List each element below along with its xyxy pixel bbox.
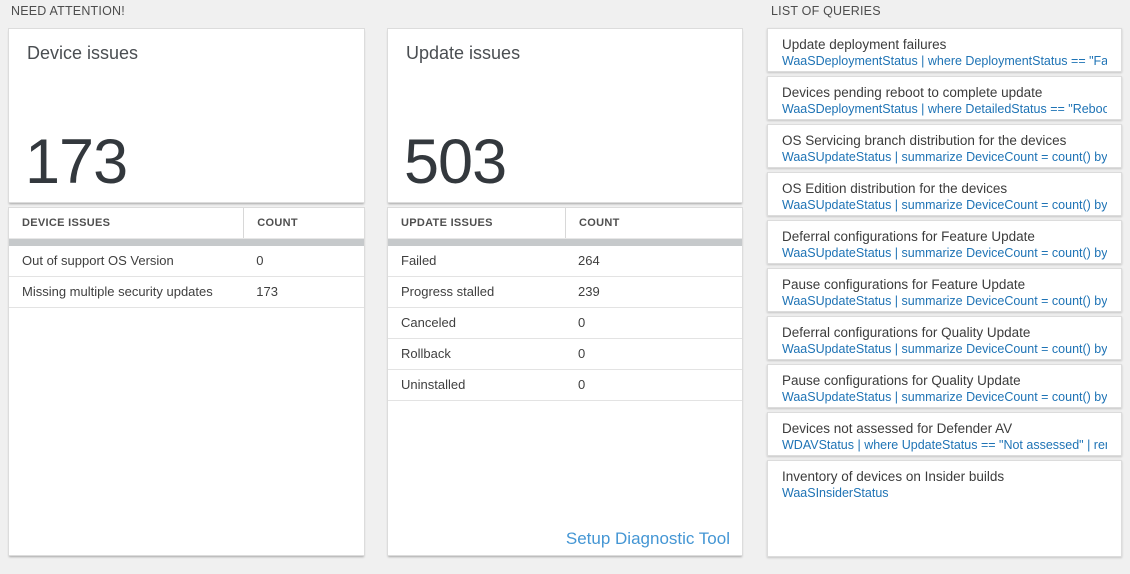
table-row[interactable]: Failed 264 — [388, 246, 742, 277]
query-item[interactable]: Devices not assessed for Defender AV WDA… — [767, 412, 1122, 456]
query-text[interactable]: WaaSInsiderStatus — [782, 486, 889, 500]
table-row[interactable]: Out of support OS Version 0 — [9, 246, 364, 277]
query-item[interactable]: OS Servicing branch distribution for the… — [767, 124, 1122, 168]
horizontal-scrollbar[interactable] — [388, 239, 742, 246]
row-label: Uninstalled — [401, 377, 466, 392]
table-row[interactable]: Uninstalled 0 — [388, 370, 742, 401]
table-row[interactable]: Canceled 0 — [388, 308, 742, 339]
row-count: 264 — [578, 253, 600, 268]
row-count: 0 — [578, 315, 586, 330]
setup-diagnostic-tool-link[interactable]: Setup Diagnostic Tool — [565, 529, 730, 548]
query-title: Pause configurations for Feature Update — [782, 277, 1026, 292]
query-item[interactable]: Inventory of devices on Insider builds W… — [767, 460, 1122, 557]
row-label: Missing multiple security updates — [22, 284, 213, 299]
device-issues-count: 173 — [25, 127, 128, 197]
device-issues-tile[interactable]: Device issues 173 — [8, 28, 365, 203]
query-item[interactable]: Pause configurations for Quality Update … — [767, 364, 1122, 408]
update-issues-title: Update issues — [406, 43, 521, 63]
query-title: Update deployment failures — [782, 37, 947, 52]
query-item[interactable]: Deferral configurations for Feature Upda… — [767, 220, 1122, 264]
query-item[interactable]: OS Edition distribution for the devices … — [767, 172, 1122, 216]
horizontal-scrollbar[interactable] — [9, 239, 364, 246]
device-issues-table: DEVICE ISSUES COUNT Out of support OS Ve… — [8, 207, 365, 556]
query-title: OS Servicing branch distribution for the… — [782, 133, 1067, 148]
list-of-queries-header: LIST OF QUERIES — [771, 4, 881, 18]
row-label: Canceled — [401, 315, 456, 330]
query-title: OS Edition distribution for the devices — [782, 181, 1008, 196]
query-text[interactable]: WaaSUpdateStatus | summarize DeviceCount… — [782, 198, 1107, 212]
count-column-header[interactable]: COUNT — [243, 208, 364, 238]
row-count: 0 — [256, 253, 264, 268]
query-item[interactable]: Devices pending reboot to complete updat… — [767, 76, 1122, 120]
query-title: Deferral configurations for Quality Upda… — [782, 325, 1031, 340]
row-count: 0 — [578, 346, 586, 361]
count-column-header[interactable]: COUNT — [565, 208, 742, 238]
query-title: Inventory of devices on Insider builds — [782, 469, 1005, 484]
row-label: Failed — [401, 253, 437, 268]
query-list: Update deployment failures WaaSDeploymen… — [767, 28, 1122, 557]
row-label: Progress stalled — [401, 284, 495, 299]
query-text[interactable]: WaaSUpdateStatus | summarize DeviceCount… — [782, 390, 1107, 404]
update-issues-column-header[interactable]: UPDATE ISSUES — [401, 217, 493, 229]
row-count: 0 — [578, 377, 586, 392]
device-table-header: DEVICE ISSUES COUNT — [9, 208, 364, 239]
query-text[interactable]: WaaSUpdateStatus | summarize DeviceCount… — [782, 150, 1107, 164]
row-count: 239 — [578, 284, 600, 299]
query-item[interactable]: Pause configurations for Feature Update … — [767, 268, 1122, 312]
need-attention-header: NEED ATTENTION! — [11, 4, 125, 18]
query-text[interactable]: WDAVStatus | where UpdateStatus == "Not … — [782, 438, 1107, 452]
device-issues-title: Device issues — [27, 43, 139, 63]
update-table-header: UPDATE ISSUES COUNT — [388, 208, 742, 239]
row-label: Rollback — [401, 346, 451, 361]
query-title: Pause configurations for Quality Update — [782, 373, 1021, 388]
update-issues-count: 503 — [404, 127, 507, 197]
query-text[interactable]: WaaSUpdateStatus | summarize DeviceCount… — [782, 246, 1107, 260]
table-row[interactable]: Missing multiple security updates 173 — [9, 277, 364, 308]
query-title: Devices not assessed for Defender AV — [782, 421, 1013, 436]
query-item[interactable]: Update deployment failures WaaSDeploymen… — [767, 28, 1122, 72]
row-label: Out of support OS Version — [22, 253, 174, 268]
query-text[interactable]: WaaSDeploymentStatus | where DetailedSta… — [782, 102, 1107, 116]
table-row[interactable]: Progress stalled 239 — [388, 277, 742, 308]
query-title: Deferral configurations for Feature Upda… — [782, 229, 1035, 244]
query-text[interactable]: WaaSUpdateStatus | summarize DeviceCount… — [782, 294, 1107, 308]
table-row[interactable]: Rollback 0 — [388, 339, 742, 370]
row-count: 173 — [256, 284, 278, 299]
query-title: Devices pending reboot to complete updat… — [782, 85, 1043, 100]
update-issues-table: UPDATE ISSUES COUNT Failed 264 Progress … — [387, 207, 743, 556]
query-text[interactable]: WaaSUpdateStatus | summarize DeviceCount… — [782, 342, 1107, 356]
device-issues-column-header[interactable]: DEVICE ISSUES — [22, 217, 111, 229]
query-item[interactable]: Deferral configurations for Quality Upda… — [767, 316, 1122, 360]
update-issues-tile[interactable]: Update issues 503 — [387, 28, 743, 203]
query-text[interactable]: WaaSDeploymentStatus | where DeploymentS… — [782, 54, 1107, 68]
